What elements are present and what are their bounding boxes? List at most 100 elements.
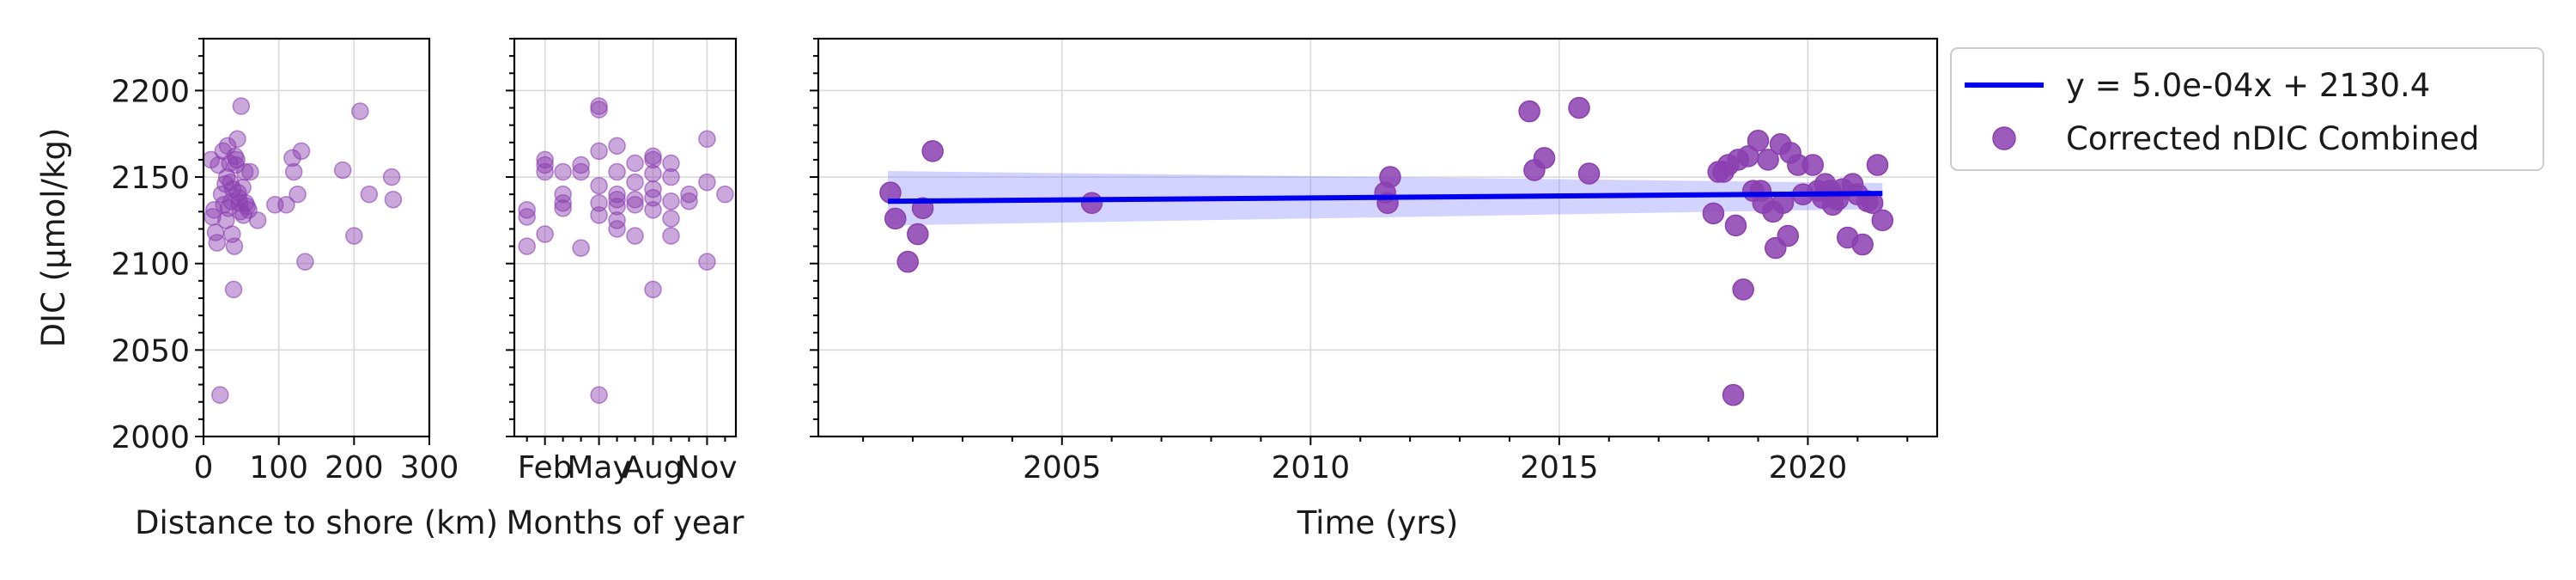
- data-point: [608, 137, 626, 156]
- x-tick-label: 200: [325, 450, 384, 485]
- data-point: [896, 250, 919, 273]
- data-point: [225, 237, 244, 255]
- x-tick-label: 2005: [1023, 450, 1102, 485]
- data-point: [518, 237, 536, 255]
- legend: y = 5.0e-04x + 2130.4 Corrected nDIC Comb…: [1950, 47, 2544, 171]
- data-point: [644, 150, 662, 169]
- data-point: [907, 223, 929, 246]
- data-point: [608, 185, 626, 204]
- data-point: [228, 150, 246, 169]
- data-point: [698, 253, 716, 271]
- data-point: [345, 227, 363, 245]
- data-point: [1747, 130, 1770, 152]
- data-point: [626, 196, 644, 214]
- data-point: [1732, 278, 1754, 301]
- x-tick-label: Aug: [623, 450, 683, 485]
- data-point: [716, 185, 734, 204]
- x-tick-label: Feb: [518, 450, 573, 485]
- data-point: [205, 201, 223, 219]
- data-point: [384, 190, 403, 209]
- data-point: [1080, 192, 1103, 214]
- data-point: [608, 162, 626, 181]
- data-point: [698, 173, 716, 192]
- data-point: [224, 280, 243, 299]
- x-tick-label: Nov: [677, 450, 737, 485]
- data-point: [662, 154, 680, 173]
- data-point: [626, 154, 644, 173]
- x-tick-label: 100: [249, 450, 308, 485]
- data-point: [536, 150, 554, 169]
- x-tick-label: 0: [194, 450, 214, 485]
- data-point: [1724, 214, 1747, 237]
- data-point: [662, 168, 680, 186]
- x-axis-label: Months of year: [507, 504, 745, 541]
- data-point: [626, 190, 644, 209]
- data-point: [608, 198, 626, 216]
- data-point: [1577, 162, 1601, 185]
- y-tick-label: 2150: [111, 161, 190, 196]
- data-point: [644, 280, 662, 299]
- data-point: [1518, 100, 1540, 123]
- x-axis-label: Distance to shore (km): [135, 504, 498, 541]
- data-point: [590, 142, 608, 161]
- x-tick-label: 300: [400, 450, 459, 485]
- data-point: [1379, 166, 1401, 188]
- data-point: [1866, 154, 1889, 176]
- data-point: [536, 162, 554, 181]
- data-point: [235, 162, 254, 181]
- data-point: [1702, 202, 1725, 225]
- data-point: [536, 156, 554, 174]
- data-point: [211, 386, 229, 404]
- data-point: [1568, 96, 1590, 119]
- legend-marker-swatch: [1992, 126, 2016, 150]
- x-tick-label: May: [567, 450, 630, 485]
- data-point: [1871, 209, 1894, 232]
- data-point: [360, 185, 379, 204]
- data-point: [626, 173, 644, 192]
- data-point: [1757, 149, 1779, 171]
- data-point: [608, 220, 626, 238]
- data-point: [208, 234, 227, 252]
- data-point: [1777, 224, 1800, 247]
- data-point: [626, 227, 644, 245]
- data-point: [518, 208, 536, 226]
- data-point: [698, 130, 716, 149]
- data-point: [662, 227, 680, 245]
- data-point: [662, 210, 680, 228]
- data-point: [884, 207, 907, 230]
- data-point: [590, 176, 608, 195]
- data-point: [1851, 233, 1874, 256]
- legend-label-fit: y = 5.0e-04x + 2130.4: [2066, 67, 2430, 104]
- data-point: [283, 149, 301, 168]
- data-point: [644, 164, 662, 183]
- data-point: [554, 185, 572, 204]
- data-point: [644, 201, 662, 219]
- data-point: [241, 162, 259, 181]
- x-tick-label: 2010: [1272, 450, 1351, 485]
- data-point: [680, 192, 698, 211]
- data-point: [333, 161, 352, 180]
- data-point: [289, 185, 307, 204]
- chart-panel-time: 2005 2010 2015 2020 Time (yrs) y = 5.0e-04x +…: [810, 37, 2544, 541]
- data-point: [234, 178, 252, 197]
- y-tick-label: 2100: [111, 247, 190, 283]
- data-point: [680, 185, 698, 204]
- legend-label-series: Corrected nDIC Combined: [2066, 120, 2480, 157]
- data-point: [590, 206, 608, 224]
- axes-frame: [202, 37, 431, 438]
- y-tick-label: 2200: [111, 74, 190, 109]
- data-point: [518, 201, 536, 219]
- legend-box: [1950, 47, 2544, 171]
- data-point: [662, 192, 680, 211]
- y-tick-label: 2050: [111, 333, 190, 369]
- data-point: [292, 142, 311, 161]
- data-point: [1722, 383, 1745, 406]
- data-point: [232, 97, 251, 115]
- data-point: [572, 156, 590, 174]
- data-point: [572, 162, 590, 181]
- data-point: [248, 211, 267, 229]
- data-point: [382, 168, 401, 186]
- axes-frame: [817, 37, 1939, 438]
